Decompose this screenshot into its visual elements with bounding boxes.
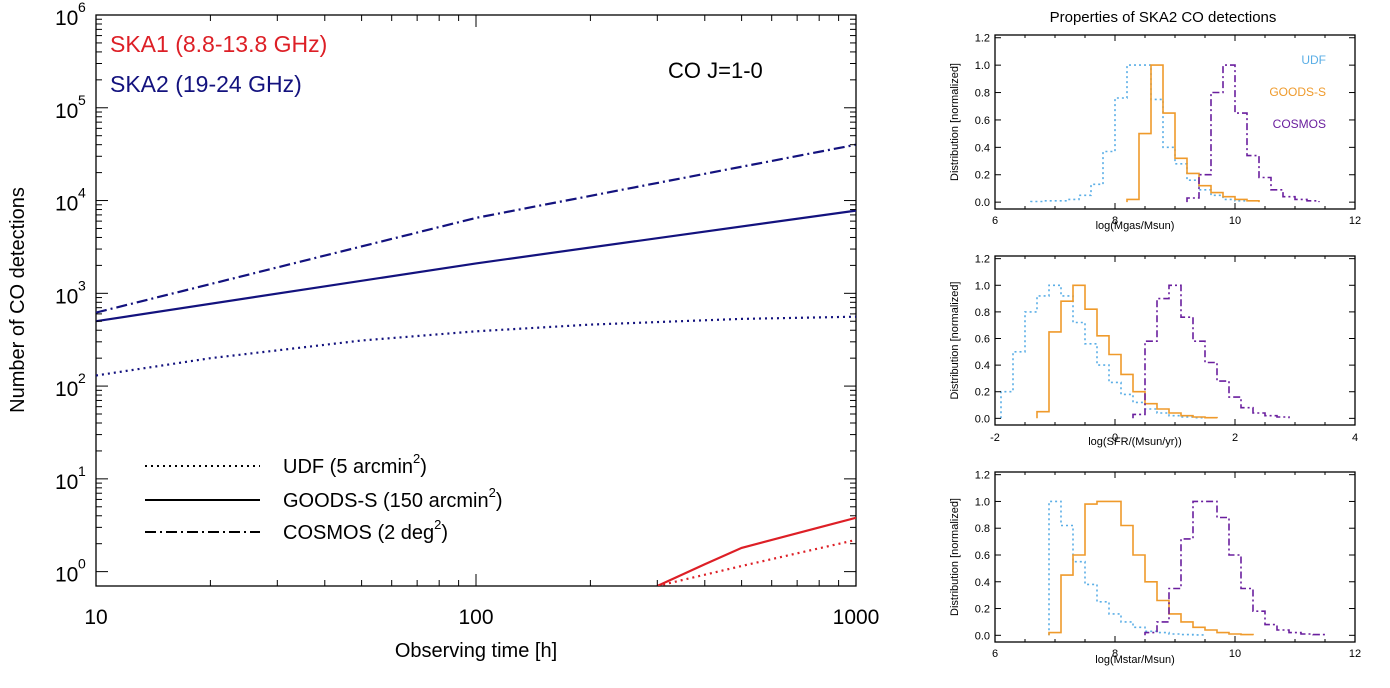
hist-cosmos	[1144, 500, 1326, 636]
y-tick-exponent: 4	[78, 185, 86, 201]
line-ska1-udf	[657, 538, 856, 586]
hist-y-tick-label: 0.0	[975, 197, 990, 209]
hist-y-tick-label: 1.2	[975, 254, 990, 266]
hist-x-tick-label: 12	[1349, 215, 1361, 227]
y-tick-exponent: 2	[78, 370, 86, 386]
line-ska2-goods-s	[96, 209, 856, 323]
hist-x-tick-label: 8	[1112, 648, 1118, 660]
hist-x-tick-label: -2	[990, 432, 1000, 444]
line-ska2-udf	[96, 315, 856, 377]
hist-x-axis-label: log(Mstar/Msun)	[1095, 654, 1174, 666]
y-tick-exponent: 1	[78, 463, 86, 479]
hist-y-tick-label: 0.4	[975, 577, 990, 589]
y-tick-label: 10	[55, 378, 78, 401]
hist-x-axis-label: log(SFR/(Msun/yr))	[1088, 436, 1182, 448]
hist-y-tick-label: 0.0	[975, 630, 990, 642]
legend-label: UDF (5 arcmin2)	[283, 451, 427, 478]
hist-legend-goods-s: GOODS-S	[1269, 85, 1326, 99]
hist-y-axis-label: Distribution [normalized]	[949, 282, 961, 400]
line-ska2-cosmos	[96, 143, 856, 314]
hist-legend-cosmos: COSMOS	[1273, 117, 1326, 131]
legend-label: COSMOS (2 deg2)	[283, 517, 448, 544]
main-series-group	[96, 143, 856, 586]
hist-y-tick-label: 0.0	[975, 413, 990, 425]
hist-panel-2: -2 0 2 4 0.0 0.2 0.4 0.6 0.8 1.0 1.2 log(SFR/(Msun/…	[949, 254, 1358, 448]
y-tick-exponent: 6	[78, 0, 86, 15]
hist-x-tick-label: 2	[1232, 432, 1238, 444]
y-tick-exponent: 3	[78, 277, 86, 293]
hist-y-tick-label: 0.8	[975, 88, 990, 100]
hist-x-tick-label: 4	[1352, 432, 1358, 444]
x-tick-label: 10	[84, 606, 107, 629]
hist-y-tick-label: 0.8	[975, 523, 990, 535]
hist-x-tick-label: 12	[1349, 648, 1361, 660]
hist-series-group	[1048, 500, 1326, 636]
hist-y-tick-label: 1.0	[975, 60, 990, 72]
hist-y-tick-label: 0.8	[975, 307, 990, 319]
main-x-ticks: 10 100 1000	[84, 15, 879, 629]
hist-goods-s	[1036, 284, 1218, 419]
hist-x-tick-label: 10	[1229, 648, 1241, 660]
co-transition-annotation: CO J=1-0	[668, 58, 763, 83]
hist-series-group	[1030, 64, 1320, 203]
hist-cosmos	[1132, 284, 1290, 419]
legend-label: GOODS-S (150 arcmin2)	[283, 485, 503, 512]
hist-x-axis-label: log(Mgas/Msun)	[1096, 220, 1175, 232]
main-x-axis-label: Observing time [h]	[395, 640, 557, 662]
hist-y-tick-label: 0.4	[975, 360, 990, 372]
y-tick-label: 10	[55, 564, 78, 587]
hist-udf	[1030, 64, 1248, 203]
y-tick-label: 10	[55, 285, 78, 308]
hist-y-tick-label: 1.2	[975, 33, 990, 45]
hist-y-tick-label: 0.2	[975, 604, 990, 616]
hist-y-tick-label: 1.2	[975, 470, 990, 482]
x-tick-label: 1000	[833, 606, 880, 629]
hist-legend-udf: UDF	[1301, 53, 1326, 67]
hist-x-tick-label: 6	[992, 215, 998, 227]
hist-cosmos	[1186, 64, 1320, 203]
hist-goods-s	[1048, 500, 1254, 636]
ska1-band-label: SKA1 (8.8-13.8 GHz)	[110, 31, 327, 57]
ska2-band-label: SKA2 (19-24 GHz)	[110, 71, 302, 97]
hist-x-tick-label: 8	[1112, 215, 1118, 227]
hist-x-tick-label: 0	[1112, 432, 1118, 444]
hist-y-tick-label: 0.4	[975, 142, 990, 154]
hist-y-tick-label: 0.2	[975, 387, 990, 399]
hist-goods-s	[1126, 64, 1260, 203]
hist-y-tick-label: 0.6	[975, 115, 990, 127]
hist-y-tick-label: 1.0	[975, 280, 990, 292]
y-tick-label: 10	[55, 7, 78, 30]
hist-panel-3: 6 8 10 12 0.0 0.2 0.4 0.6 0.8 1.0 1.2 log(Mstar/Msu…	[949, 470, 1361, 666]
y-tick-label: 10	[55, 471, 78, 494]
y-tick-exponent: 5	[78, 92, 86, 108]
hist-series-group	[1000, 284, 1290, 419]
main-legend: UDF (5 arcmin2) GOODS-S (150 arcmin2) COSM…	[145, 451, 503, 544]
panels-title: Properties of SKA2 CO detections	[1050, 9, 1277, 26]
hist-y-axis-label: Distribution [normalized]	[949, 498, 961, 616]
hist-y-tick-label: 0.2	[975, 170, 990, 182]
hist-udf	[1048, 500, 1206, 636]
hist-y-tick-label: 1.0	[975, 496, 990, 508]
hist-frame	[994, 471, 1356, 643]
hist-udf	[1000, 284, 1206, 419]
histogram-panels: 6 8 10 12 0.0 0.2 0.4 0.6 0.8 1.0 1.2 log(Mgas/Msun…	[949, 33, 1361, 666]
y-tick-label: 10	[55, 100, 78, 123]
hist-y-tick-label: 0.6	[975, 334, 990, 346]
y-tick-label: 10	[55, 193, 78, 216]
x-tick-label: 100	[458, 606, 493, 629]
main-y-axis-label: Number of CO detections	[7, 187, 29, 413]
line-ska1-goods-s	[656, 516, 856, 586]
hist-x-tick-label: 10	[1229, 215, 1241, 227]
hist-x-tick-label: 6	[992, 648, 998, 660]
hist-y-tick-label: 0.6	[975, 550, 990, 562]
hist-y-axis-label: Distribution [normalized]	[949, 63, 961, 181]
hist-panel-1: 6 8 10 12 0.0 0.2 0.4 0.6 0.8 1.0 1.2 log(Mgas/Msun…	[949, 33, 1361, 232]
y-tick-exponent: 0	[78, 556, 86, 572]
